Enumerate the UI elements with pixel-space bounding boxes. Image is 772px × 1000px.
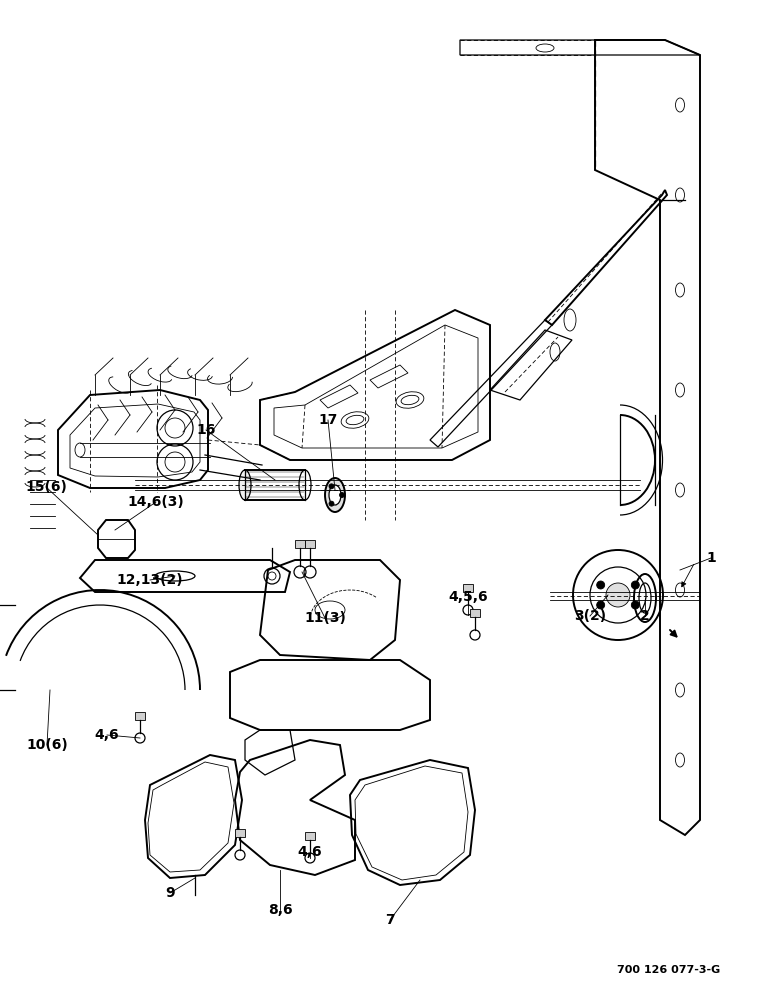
Circle shape [597, 601, 604, 609]
Text: 10(6): 10(6) [26, 738, 68, 752]
Bar [235, 829, 245, 837]
Circle shape [329, 484, 334, 489]
Text: 4,5,6: 4,5,6 [449, 590, 488, 604]
Ellipse shape [239, 470, 251, 500]
Text: 16: 16 [196, 423, 215, 437]
Ellipse shape [329, 485, 341, 505]
Circle shape [597, 581, 604, 589]
Text: 700 126 077-3-G: 700 126 077-3-G [617, 965, 720, 975]
Bar [463, 584, 473, 592]
Text: 8,6: 8,6 [268, 903, 293, 917]
Text: 12,13(2): 12,13(2) [117, 573, 183, 587]
Text: 1: 1 [706, 551, 716, 565]
Text: 3(2): 3(2) [574, 609, 606, 623]
Text: 9: 9 [165, 886, 174, 900]
Text: 4,6: 4,6 [95, 728, 120, 742]
Circle shape [631, 601, 639, 609]
Circle shape [340, 492, 344, 497]
Text: 17: 17 [318, 413, 337, 427]
Circle shape [606, 583, 630, 607]
Bar [470, 609, 480, 617]
Text: 11(3): 11(3) [304, 611, 346, 625]
Text: 4,6: 4,6 [298, 845, 323, 859]
Bar [305, 540, 315, 548]
Ellipse shape [325, 478, 345, 512]
Text: 14,6(3): 14,6(3) [127, 495, 185, 509]
Text: 15(6): 15(6) [25, 480, 67, 494]
Text: 2: 2 [640, 609, 650, 623]
Circle shape [631, 581, 639, 589]
Bar [305, 832, 315, 840]
Bar [295, 540, 305, 548]
Circle shape [329, 501, 334, 506]
Text: 7: 7 [385, 913, 394, 927]
Bar [135, 712, 145, 720]
